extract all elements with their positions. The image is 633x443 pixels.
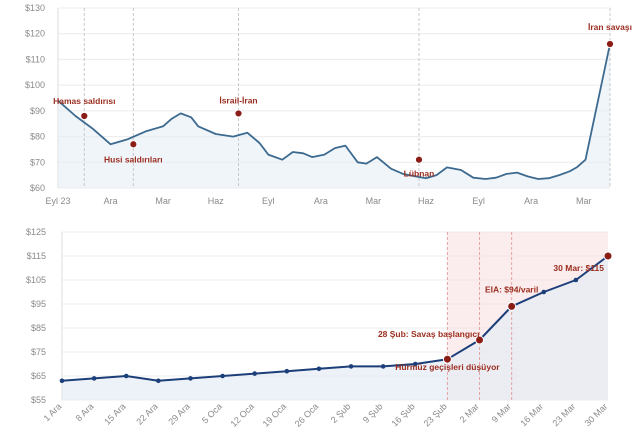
series-line: [57, 43, 611, 180]
event-marker: [507, 301, 517, 311]
event-label: Husi saldırıları: [104, 154, 163, 164]
series-area: [62, 256, 608, 400]
y-tick-label: $70: [30, 157, 45, 167]
y-tick-label: $110: [26, 54, 45, 64]
x-tick-label: Ara: [314, 196, 328, 206]
y-tick-label: $75: [31, 347, 46, 357]
data-point: [412, 361, 418, 367]
x-tick-label: 19 Oca: [261, 401, 289, 429]
y-tick-label: $80: [30, 132, 45, 142]
y-tick-label: $105: [26, 275, 46, 285]
event-marker: [234, 109, 243, 118]
y-tick-label: $125: [26, 227, 46, 237]
event-label: EIA: $94/varil: [485, 284, 538, 294]
x-tick-label: Mar: [155, 196, 171, 206]
event-marker: [603, 251, 613, 261]
data-point: [348, 364, 354, 369]
event-label: 30 Mar: $115: [553, 263, 604, 273]
data-point: [156, 378, 161, 384]
series-area: [58, 44, 610, 188]
x-tick-label: 30 Mar: [583, 401, 610, 428]
x-tick-label: 12 Oca: [229, 401, 257, 429]
data-point: [123, 373, 129, 379]
chart-oil-price-long: $60 $70 $80 $90 $100 $110 $120 $130 Eyl 23 Ara Mar…: [25, 3, 632, 206]
x-tick-label: 9 Mar: [490, 401, 513, 424]
x-tick-label: Ara: [524, 196, 538, 206]
x-tick-label: 22 Ara: [134, 401, 159, 426]
series-line: [61, 255, 609, 382]
x-tick-label: 16 Şub: [389, 401, 416, 428]
x-tick-label: Haz: [418, 196, 435, 206]
x-tick-label: 8 Ara: [74, 401, 96, 423]
data-point: [252, 371, 258, 376]
event-label: İsrail-İran: [219, 95, 257, 105]
event-label: İran savaşı: [588, 22, 632, 32]
y-tick-label: $95: [31, 299, 46, 309]
x-tick-label: 9 Şub: [361, 401, 385, 425]
y-tick-label: $60: [30, 183, 45, 193]
data-point: [220, 373, 225, 379]
x-tick-label: 29 Ara: [166, 401, 191, 426]
data-point: [541, 289, 547, 295]
chart-oil-price-recent: $55 $65 $75 $85 $95 $105 $115 $125 Hürmüz geçişl…: [26, 227, 613, 429]
y-tick-label: $55: [31, 395, 46, 405]
x-tick-label: 15 Ara: [102, 401, 127, 426]
x-tick-label: Mar: [576, 196, 592, 206]
y-tick-label: $120: [25, 29, 45, 39]
event-label: 28 Şub: Savaş başlangıcı: [378, 329, 480, 339]
event-marker: [129, 140, 138, 149]
event-marker: [80, 111, 89, 121]
event-marker: [605, 39, 615, 49]
data-point: [91, 376, 97, 381]
data-point: [573, 277, 579, 283]
x-tick-label: Ara: [104, 196, 118, 206]
y-tick-label: $100: [25, 80, 45, 90]
x-tick-label: Eyl 23: [45, 196, 70, 206]
x-tick-label: 2 Şub: [329, 401, 353, 425]
x-tick-label: 2 Mar: [458, 401, 481, 424]
event-label: Hürmüz geçişleri düşüyor: [395, 362, 500, 372]
y-tick-label: $115: [27, 251, 46, 261]
x-tick-label: 23 Şub: [422, 401, 449, 428]
x-tick-label: Eyl: [262, 196, 275, 206]
event-marker: [442, 354, 452, 364]
x-tick-label: 16 Mar: [518, 401, 545, 428]
data-point: [59, 378, 65, 384]
x-tick-label: 23 Mar: [550, 401, 577, 428]
x-tick-label: Haz: [208, 196, 225, 206]
event-marker: [475, 335, 485, 345]
x-tick-label: 5 Oca: [200, 401, 224, 425]
data-point: [188, 376, 193, 381]
event-label: Lübnan: [404, 169, 435, 179]
event-marker: [414, 155, 424, 164]
x-tick-label: 26 Oca: [293, 401, 321, 429]
data-point: [380, 364, 386, 369]
y-tick-label: $85: [31, 323, 46, 333]
x-tick-label: Mar: [366, 196, 382, 206]
x-tick-label: Eyl: [472, 196, 485, 206]
y-tick-label: $130: [25, 3, 45, 13]
y-tick-label: $65: [31, 371, 46, 381]
data-point: [316, 366, 322, 372]
y-tick-label: $90: [30, 106, 45, 116]
data-point: [284, 368, 290, 374]
event-label: Hamas saldırısı: [53, 96, 115, 106]
